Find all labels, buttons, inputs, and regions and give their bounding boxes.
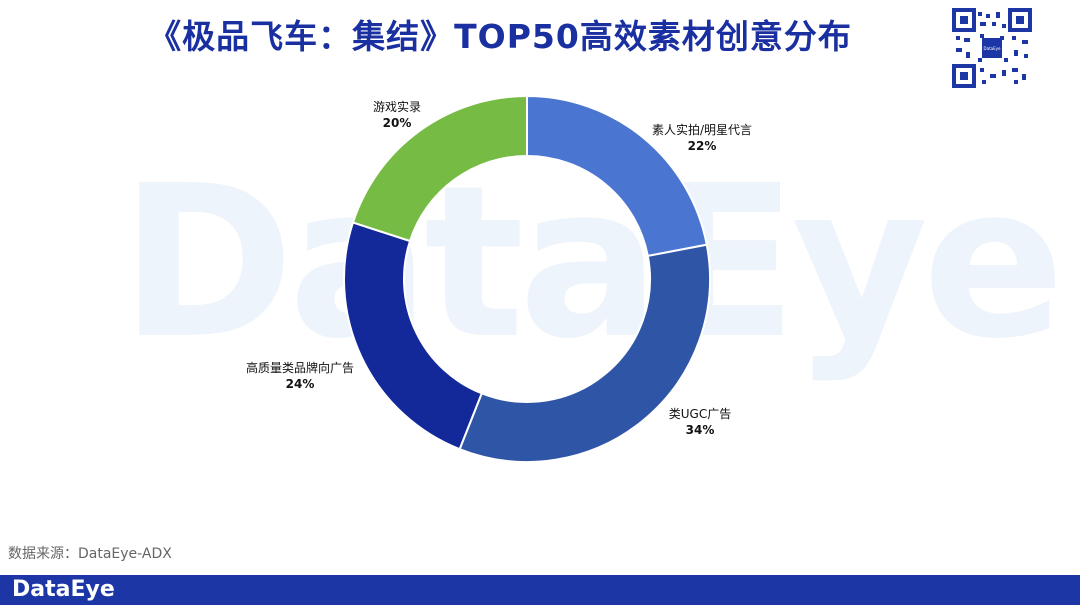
footer-logo: DataEye bbox=[12, 577, 115, 602]
pie-slice bbox=[458, 243, 711, 463]
footer-bar: DataEye bbox=[0, 575, 1080, 605]
svg-text:DataEye: DataEye bbox=[984, 46, 1001, 51]
pie-slice bbox=[343, 221, 484, 451]
slice-value-label: 34% bbox=[686, 423, 715, 437]
pie-slice bbox=[526, 94, 708, 258]
slice-label: 高质量类品牌向广告 bbox=[246, 360, 354, 375]
slice-value-label: 24% bbox=[286, 377, 315, 391]
pie-slice bbox=[351, 94, 528, 243]
watermark: DataEye bbox=[120, 140, 1065, 385]
qr-code-icon: DataEye bbox=[952, 8, 1032, 88]
slice-label: 类UGC广告 bbox=[669, 407, 731, 421]
slice-label: 游戏实录 bbox=[373, 99, 421, 114]
page-title: 《极品飞车：集结》TOP50高效素材创意分布 bbox=[148, 17, 852, 56]
data-source-note: 数据来源：DataEye-ADX bbox=[8, 546, 172, 562]
slice-value-label: 20% bbox=[383, 116, 412, 130]
slice-value-label: 22% bbox=[688, 139, 717, 153]
slice-label: 素人实拍/明星代言 bbox=[652, 122, 752, 137]
